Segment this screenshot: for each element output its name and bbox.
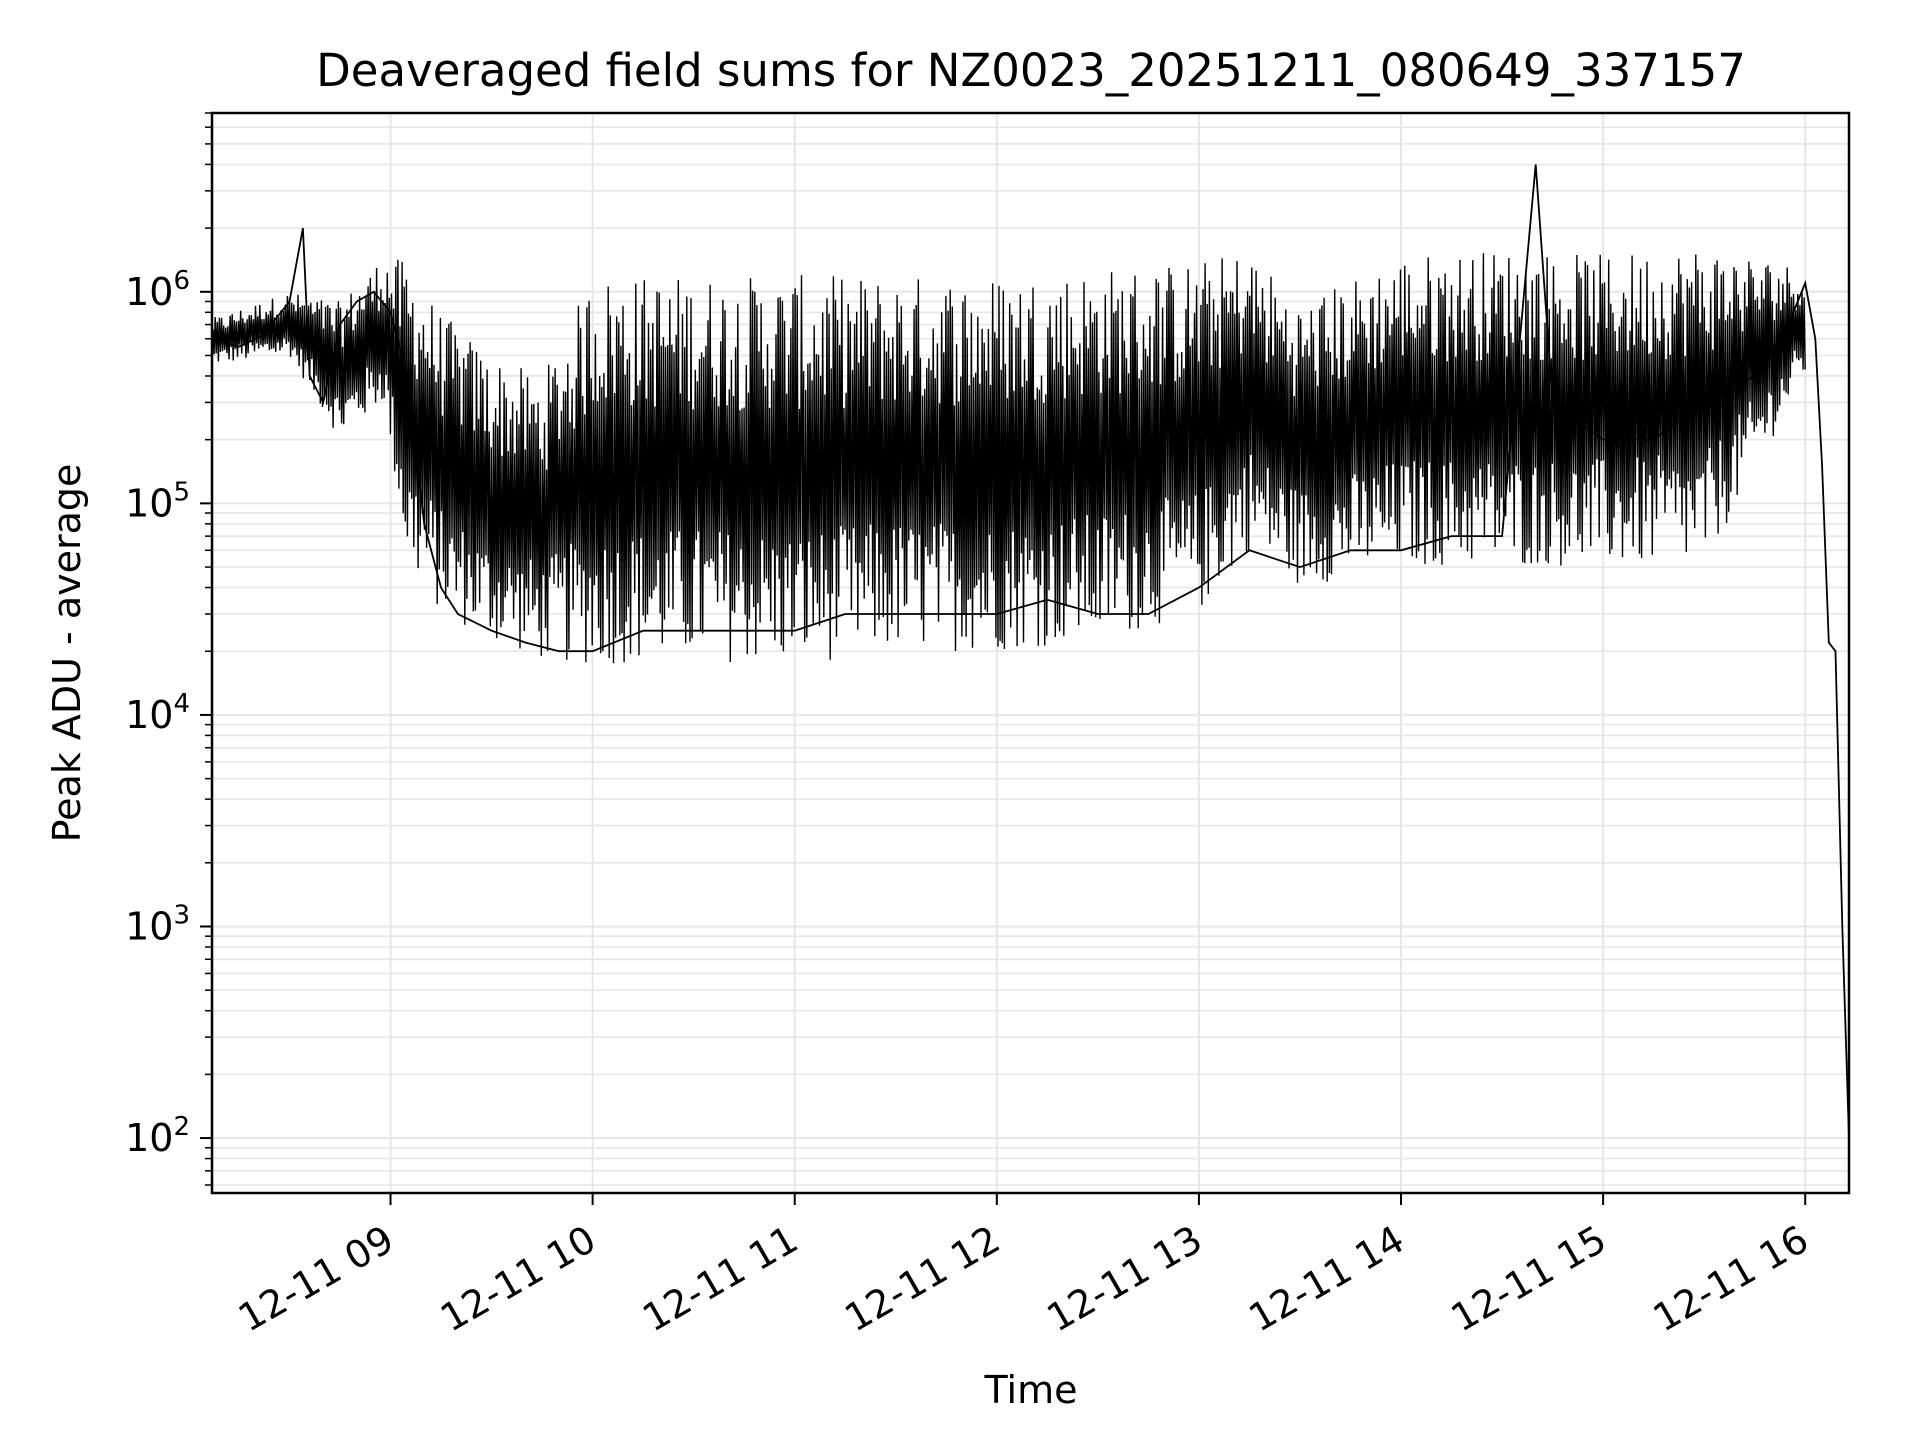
signal-trace (211, 253, 1806, 664)
y-tick-label: 104 (125, 689, 190, 737)
y-tick-label: 103 (125, 901, 190, 949)
x-axis-label: Time (984, 1368, 1078, 1412)
chart-title: Deaveraged field sums for NZ0023_2025121… (316, 44, 1746, 97)
signal-envelope (211, 253, 1806, 664)
plot-frame (210, 111, 1851, 1195)
y-tick-label: 105 (125, 477, 190, 525)
y-axis: 102 103 104 105 106 (125, 112, 212, 1186)
y-tick-label: 102 (125, 1112, 190, 1160)
y-tick-label: 106 (125, 266, 190, 314)
series-line (211, 164, 1850, 1139)
y-axis-label: Peak ADU - average (45, 464, 89, 843)
